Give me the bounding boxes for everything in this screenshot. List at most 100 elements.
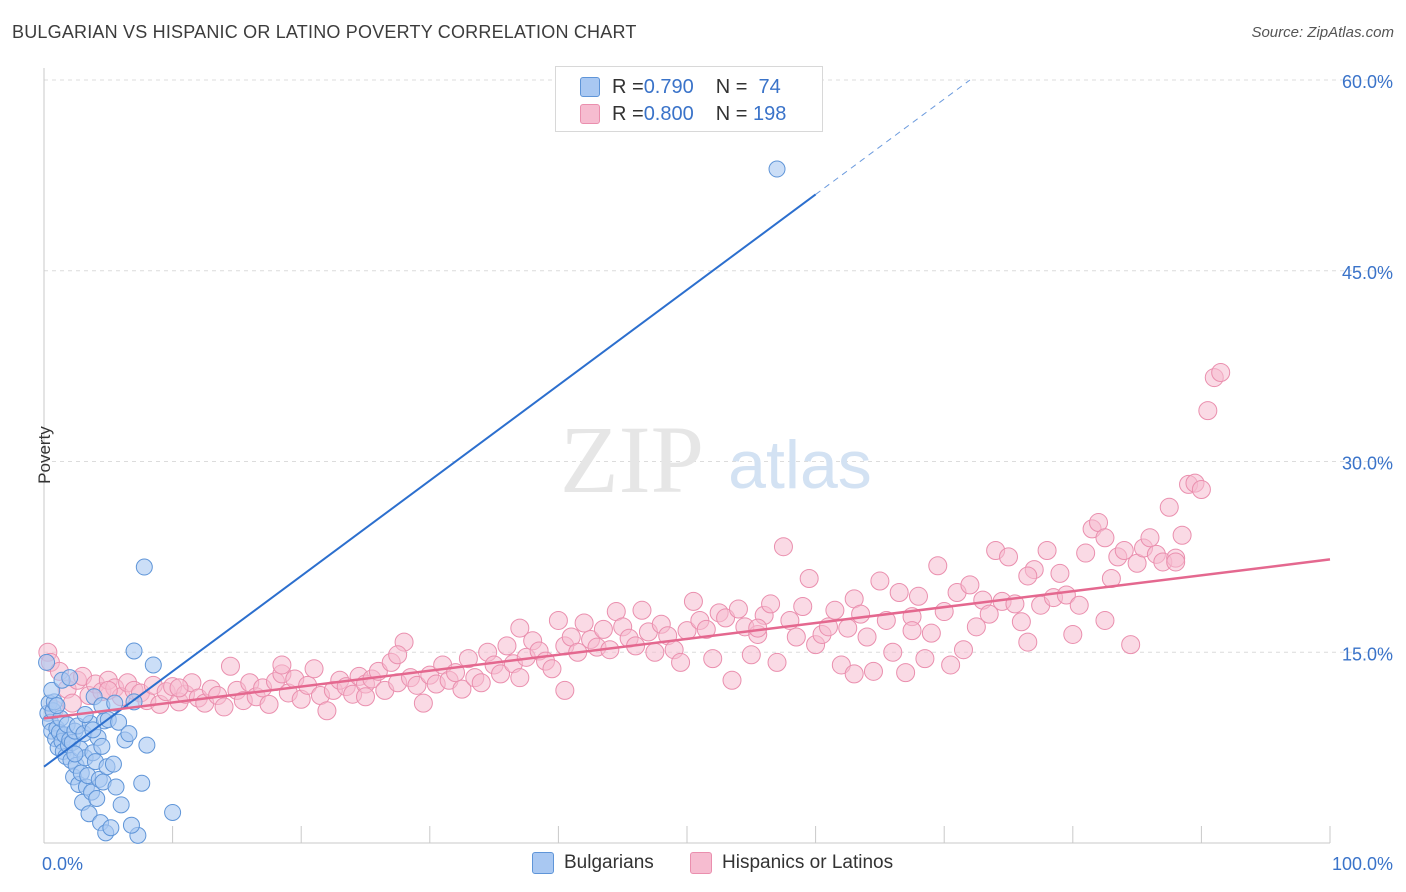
legend-r-label: R = <box>612 102 644 125</box>
watermark-atlas: atlas <box>728 427 872 503</box>
hispanic-point <box>953 640 973 660</box>
bulgarian-point <box>88 789 106 807</box>
hispanic-point <box>458 649 478 669</box>
bulgarian-point <box>102 819 120 837</box>
hispanic-point <box>979 604 999 624</box>
bulgarian-point <box>66 745 84 763</box>
hispanic-point <box>941 655 961 675</box>
series-legend-hispanics[interactable]: Hispanics or Latinos <box>690 852 893 874</box>
legend-n-value: 198 <box>753 102 787 125</box>
bulgarian-point <box>133 774 151 792</box>
legend-row-hispanics: R = 0.800 N = 198 <box>580 102 786 126</box>
legend-n-value: 74 <box>753 75 781 98</box>
bulgarian-point <box>138 736 156 754</box>
hispanic-point <box>1011 612 1031 632</box>
legend-r-value: 0.790 <box>643 75 694 98</box>
hispanic-point <box>851 604 871 624</box>
bulgarian-point <box>144 656 162 674</box>
hispanic-point <box>825 600 845 620</box>
hispanic-point <box>510 618 530 638</box>
hispanic-point <box>703 649 723 669</box>
y-tick-label: 60.0% <box>1342 72 1393 92</box>
hispanic-point <box>902 621 922 641</box>
legend-n-label: N = <box>715 75 753 98</box>
hispanic-point <box>1172 525 1192 545</box>
bulgarian-point <box>112 796 130 814</box>
bulgarian-point <box>120 725 138 743</box>
hispanic-point <box>1095 528 1115 548</box>
hispanic-point <box>1159 497 1179 517</box>
hispanic-point <box>1037 541 1057 561</box>
watermark-zip: ZIP <box>560 406 704 513</box>
bulgarian-point <box>93 737 111 755</box>
hispanic-trend-line <box>43 558 1331 720</box>
hispanic-point <box>407 675 427 695</box>
hispanic-point <box>510 668 530 688</box>
hispanic-point <box>497 636 517 656</box>
bulgarian-point <box>125 642 143 660</box>
hispanic-point <box>542 659 562 679</box>
hispanic-point <box>413 693 433 713</box>
hispanic-point <box>1114 541 1134 561</box>
trend-lines <box>43 79 1331 768</box>
hispanic-point <box>1076 543 1096 563</box>
hispanic-point <box>793 596 813 616</box>
hispanic-point <box>844 664 864 684</box>
bulgarian-point <box>164 803 182 821</box>
hispanic-point <box>857 627 877 647</box>
hispanic-point <box>220 656 240 676</box>
hispanic-point <box>1018 566 1038 586</box>
hispanic-point <box>928 556 948 576</box>
hispanic-point <box>999 547 1018 567</box>
hispanic-point <box>1198 401 1218 421</box>
hispanic-point <box>741 645 761 665</box>
hispanic-point <box>838 618 858 638</box>
hispanic-point <box>773 537 793 557</box>
hispanic-point <box>889 582 909 602</box>
bulgarian-point <box>104 755 122 773</box>
y-tick-label: 30.0% <box>1342 454 1393 474</box>
bulgarian-point <box>107 778 125 796</box>
hispanic-point <box>259 694 279 714</box>
hispanic-point <box>863 661 883 681</box>
x-tick-label: 100.0% <box>1332 854 1393 874</box>
bulgarian-point <box>61 669 79 687</box>
hispanic-point <box>356 687 375 707</box>
hispanic-point <box>555 680 575 700</box>
legend-swatch-hispanics <box>580 104 600 124</box>
bulgarian-point <box>122 816 140 834</box>
bulgarian-trend-line <box>43 193 817 768</box>
hispanic-point <box>896 663 916 683</box>
series-swatch-hispanics <box>690 852 712 874</box>
bulgarian-point <box>106 694 124 712</box>
hispanic-point <box>799 568 819 588</box>
watermark: ZIP atlas <box>560 406 872 513</box>
hispanic-point <box>1166 552 1186 572</box>
hispanic-point <box>388 645 408 665</box>
bulgarian-point <box>768 160 786 178</box>
series-legend-bulgarians[interactable]: Bulgarians <box>532 852 654 874</box>
y-tick-label: 45.0% <box>1342 263 1393 283</box>
legend-row-bulgarians: R = 0.790 N = 74 <box>580 75 781 99</box>
correlation-legend: R = 0.790 N = 74 R = 0.800 N = 198 <box>555 66 823 132</box>
hispanic-point <box>748 618 768 638</box>
hispanic-point <box>966 617 986 637</box>
hispanic-point <box>471 673 491 693</box>
x-tick-label: 0.0% <box>42 854 83 874</box>
hispanic-point <box>908 586 928 606</box>
hispanic-point <box>1211 362 1231 382</box>
hispanic-point <box>870 571 890 591</box>
hispanic-point <box>304 659 324 679</box>
bulgarian-point <box>48 697 66 715</box>
hispanic-point <box>1095 610 1115 630</box>
hispanic-point <box>169 678 189 698</box>
hispanic-point <box>767 652 787 672</box>
bulgarian-point <box>110 713 128 731</box>
tick-labels: 15.0% 30.0% 45.0% 60.0% 0.0% 100.0% <box>42 72 1393 874</box>
y-tick-label: 15.0% <box>1342 644 1393 664</box>
hispanic-point <box>574 613 594 633</box>
hispanic-point <box>1191 479 1211 499</box>
hispanic-point <box>645 642 665 662</box>
hispanic-point <box>1050 563 1070 583</box>
